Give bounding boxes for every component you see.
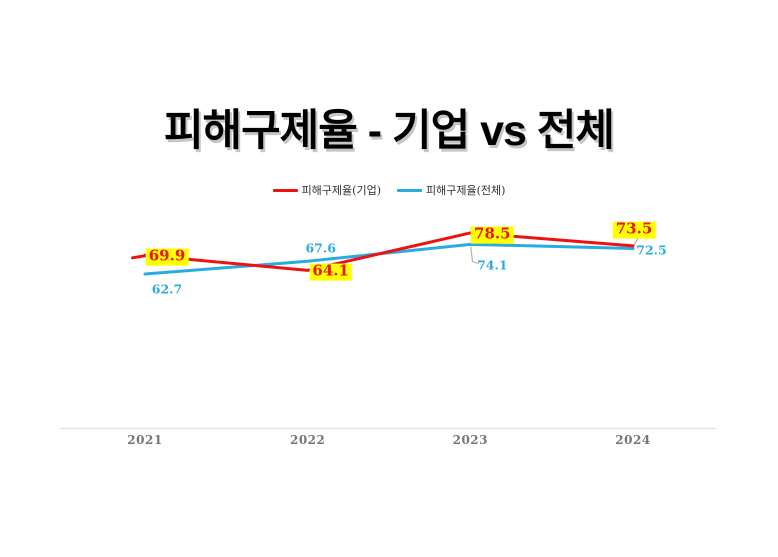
label-leader-line <box>633 237 640 246</box>
legend-line-swatch-red <box>272 188 298 192</box>
line-series-1 <box>143 242 635 276</box>
chart-legend: 피해구제율(기업) 피해구제율(전체) <box>0 182 778 198</box>
legend-item-total: 피해구제율(전체) <box>397 182 505 198</box>
legend-label-company: 피해구제율(기업) <box>301 184 381 197</box>
label-leader-line <box>470 246 478 265</box>
legend-line-swatch-blue <box>397 188 422 192</box>
legend-item-company: 피해구제율(기업) <box>272 182 381 198</box>
legend-label-total: 피해구제율(전체) <box>426 184 506 197</box>
line-series-0 <box>143 231 635 272</box>
chart-title: 피해구제율 - 기업 vs 전체 <box>164 107 615 155</box>
